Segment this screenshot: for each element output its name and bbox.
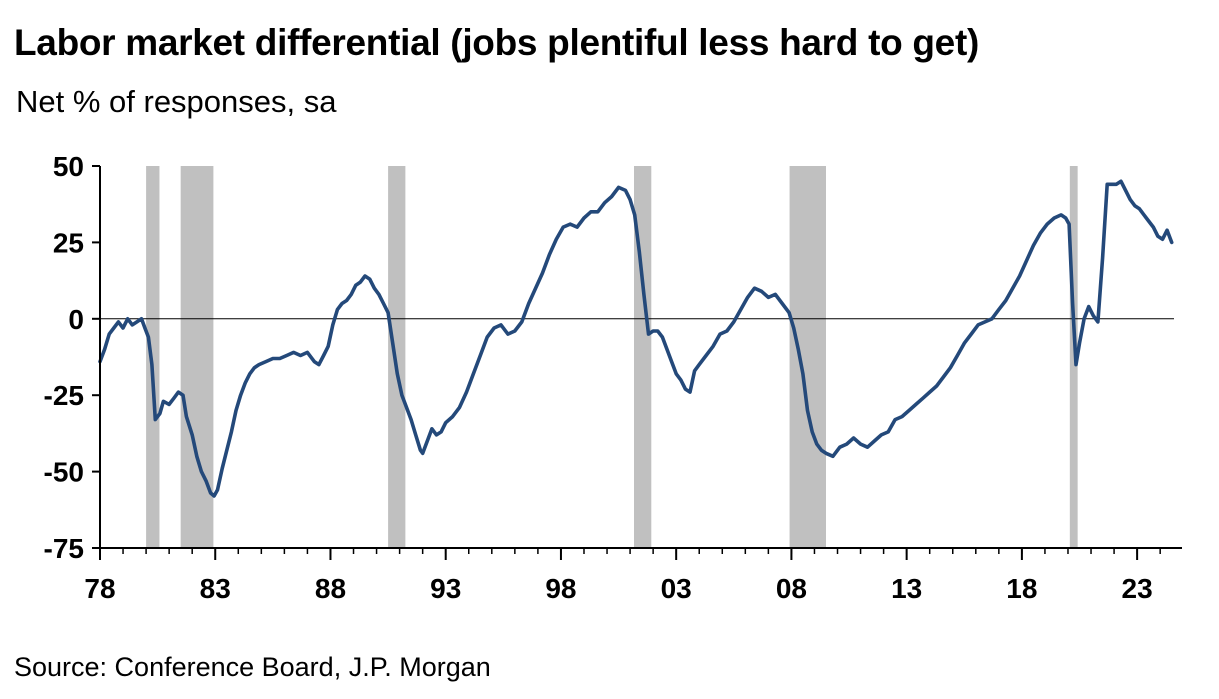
y-tick-label: 25	[53, 227, 84, 258]
recession-band	[634, 166, 652, 548]
x-tick-label: 03	[661, 573, 692, 604]
x-tick-label: 13	[891, 573, 922, 604]
series-line	[98, 179, 1174, 498]
recession-band	[388, 166, 406, 548]
x-tick-label: 83	[200, 573, 231, 604]
axes	[92, 165, 1182, 560]
recession-band	[146, 166, 160, 548]
y-tick-label: -50	[44, 457, 84, 488]
recession-band	[1069, 166, 1078, 548]
chart-title: Labor market differential (jobs plentifu…	[14, 22, 979, 63]
recession-bands	[146, 166, 1078, 548]
y-tick-label: -75	[44, 533, 84, 564]
x-tick-label: 78	[84, 573, 115, 604]
series-group	[98, 179, 1174, 498]
recession-band	[789, 166, 826, 548]
y-tick-label: 0	[68, 304, 84, 335]
x-tick-label: 93	[430, 573, 461, 604]
x-tick-label: 98	[545, 573, 576, 604]
chart-subtitle: Net % of responses, sa	[16, 84, 337, 119]
y-tick-label: -25	[44, 380, 84, 411]
x-tick-labels: 78 83 88 93 98 03 08 13 18 23	[84, 573, 1152, 604]
x-tick-label: 23	[1122, 573, 1153, 604]
y-tick-label: 50	[53, 151, 84, 182]
x-tick-label: 18	[1006, 573, 1037, 604]
x-tick-label: 88	[315, 573, 346, 604]
y-tick-labels: 50 25 0 -25 -50 -75	[44, 151, 84, 564]
x-tick-label: 08	[776, 573, 807, 604]
source-note: Source: Conference Board, J.P. Morgan	[14, 652, 491, 682]
